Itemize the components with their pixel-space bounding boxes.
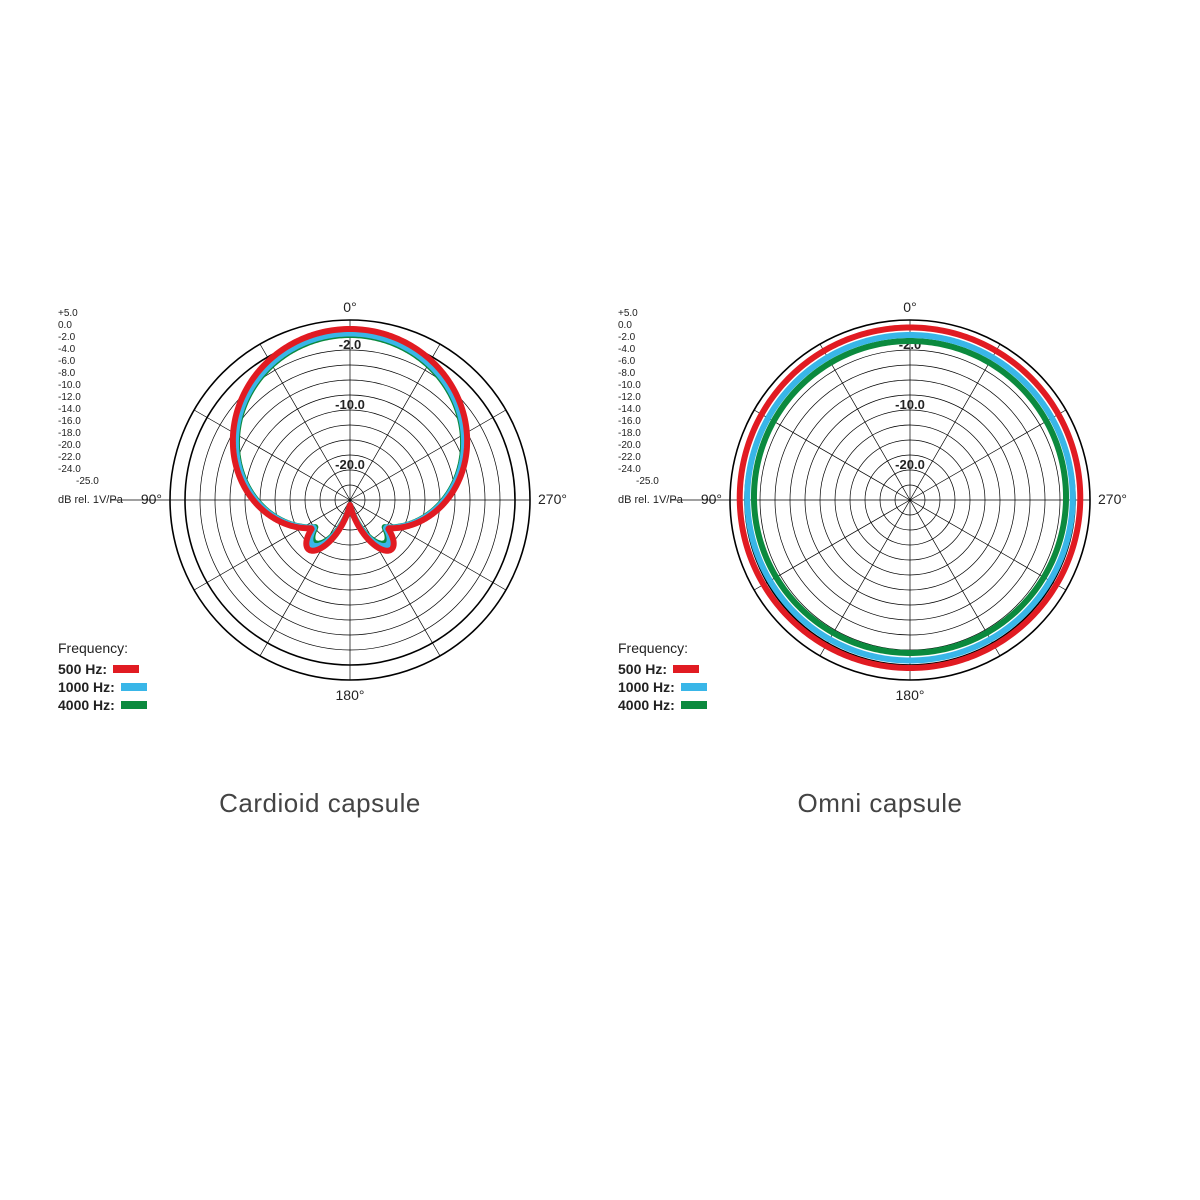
legend-swatch — [113, 665, 139, 673]
legend-swatch — [681, 683, 707, 691]
scale-tick: +5.0 — [618, 308, 683, 320]
svg-text:0°: 0° — [903, 300, 916, 315]
scale-tick: -22.0 — [618, 452, 683, 464]
legend-swatch — [673, 665, 699, 673]
chart-row: -2.0-10.0-20.00°270°180°90° +5.00.0-2.0-… — [0, 300, 1200, 819]
legend-item: 500 Hz: — [618, 660, 707, 678]
db-scale-cardioid: +5.00.0-2.0-4.0-6.0-8.0-10.0-12.0-14.0-1… — [58, 308, 123, 506]
svg-text:-10.0: -10.0 — [895, 397, 925, 412]
caption-cardioid: Cardioid capsule — [219, 788, 421, 819]
legend-cardioid: Frequency: 500 Hz:1000 Hz:4000 Hz: — [58, 640, 147, 714]
legend-swatch — [121, 683, 147, 691]
legend-title: Frequency: — [618, 640, 707, 656]
scale-tick: -2.0 — [58, 332, 123, 344]
svg-text:180°: 180° — [896, 687, 925, 703]
caption-omni: Omni capsule — [798, 788, 963, 819]
polar-wrap-omni: -2.0-10.0-20.00°270°180°90° +5.00.0-2.0-… — [610, 300, 1150, 740]
legend-item: 4000 Hz: — [618, 696, 707, 714]
db-scale-omni: +5.00.0-2.0-4.0-6.0-8.0-10.0-12.0-14.0-1… — [618, 308, 683, 506]
legend-title: Frequency: — [58, 640, 147, 656]
svg-text:-20.0: -20.0 — [335, 457, 365, 472]
legend-omni: Frequency: 500 Hz:1000 Hz:4000 Hz: — [618, 640, 707, 714]
svg-text:-2.0: -2.0 — [339, 337, 361, 352]
scale-tick: -20.0 — [618, 440, 683, 452]
scale-tick: -12.0 — [618, 392, 683, 404]
scale-unit: dB rel. 1V/Pa — [58, 494, 123, 506]
legend-item: 500 Hz: — [58, 660, 147, 678]
scale-tick: -14.0 — [58, 404, 123, 416]
scale-tick: -22.0 — [58, 452, 123, 464]
svg-text:270°: 270° — [1098, 491, 1127, 507]
svg-text:0°: 0° — [343, 300, 356, 315]
scale-tick: -14.0 — [618, 404, 683, 416]
panel-cardioid: -2.0-10.0-20.00°270°180°90° +5.00.0-2.0-… — [50, 300, 590, 819]
scale-tick: -16.0 — [58, 416, 123, 428]
legend-item: 1000 Hz: — [618, 678, 707, 696]
scale-tick: 0.0 — [58, 320, 123, 332]
scale-tick: -10.0 — [58, 380, 123, 392]
svg-text:-10.0: -10.0 — [335, 397, 365, 412]
scale-unit: dB rel. 1V/Pa — [618, 494, 683, 506]
scale-tick: -8.0 — [618, 368, 683, 380]
scale-tick: -4.0 — [58, 344, 123, 356]
svg-text:90°: 90° — [701, 491, 722, 507]
scale-tick: -24.0 — [58, 464, 123, 476]
scale-tick: -6.0 — [58, 356, 123, 368]
svg-text:90°: 90° — [141, 491, 162, 507]
svg-text:180°: 180° — [336, 687, 365, 703]
page: -2.0-10.0-20.00°270°180°90° +5.00.0-2.0-… — [0, 0, 1200, 1200]
scale-tick: -16.0 — [618, 416, 683, 428]
scale-tick: +5.0 — [58, 308, 123, 320]
legend-item: 1000 Hz: — [58, 678, 147, 696]
scale-tick: -8.0 — [58, 368, 123, 380]
legend-swatch — [121, 701, 147, 709]
scale-tick: -24.0 — [618, 464, 683, 476]
legend-swatch — [681, 701, 707, 709]
scale-tick: -12.0 — [58, 392, 123, 404]
scale-tick: -20.0 — [58, 440, 123, 452]
polar-wrap-cardioid: -2.0-10.0-20.00°270°180°90° +5.00.0-2.0-… — [50, 300, 590, 740]
scale-tick: -18.0 — [618, 428, 683, 440]
scale-floor: -25.0 — [76, 476, 123, 488]
scale-tick: -2.0 — [618, 332, 683, 344]
scale-tick: -6.0 — [618, 356, 683, 368]
scale-tick: -18.0 — [58, 428, 123, 440]
scale-tick: 0.0 — [618, 320, 683, 332]
legend-item: 4000 Hz: — [58, 696, 147, 714]
scale-tick: -4.0 — [618, 344, 683, 356]
scale-tick: -10.0 — [618, 380, 683, 392]
svg-text:-20.0: -20.0 — [895, 457, 925, 472]
scale-floor: -25.0 — [636, 476, 683, 488]
svg-text:270°: 270° — [538, 491, 567, 507]
panel-omni: -2.0-10.0-20.00°270°180°90° +5.00.0-2.0-… — [610, 300, 1150, 819]
